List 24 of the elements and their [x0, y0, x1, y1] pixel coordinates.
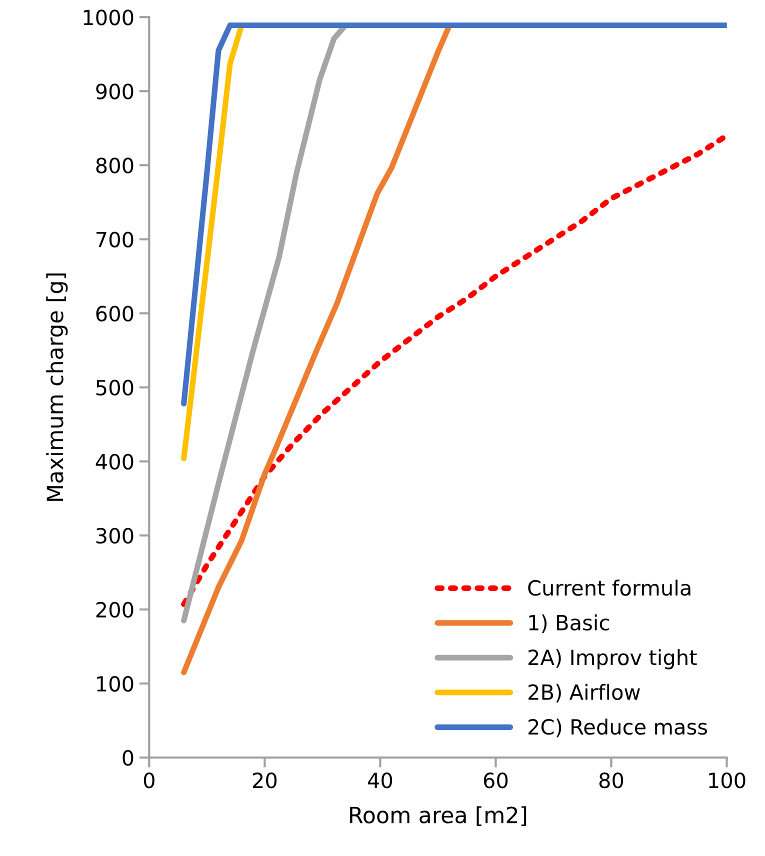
legend-label: Current formula: [528, 580, 690, 596]
y-tick-label: 400: [96, 454, 134, 470]
y-tick-label: 300: [96, 528, 134, 544]
legend-label: 2A) Improv tight: [528, 649, 697, 670]
legend-label: 2B) Airflow: [528, 684, 640, 702]
x-tick-label: 20: [252, 772, 277, 788]
y-tick-label: 100: [97, 676, 134, 692]
y-tick-label: 200: [96, 602, 134, 618]
legend-label: 1) Basic: [529, 614, 609, 633]
y-tick-label: 1000: [84, 10, 134, 26]
y-tick-label: 700: [96, 232, 134, 248]
x-tick-label: 100: [709, 772, 746, 788]
y-tick-label: 800: [96, 158, 134, 174]
x-tick-label: 0: [144, 772, 154, 788]
y-tick-label: 900: [96, 84, 134, 100]
y-tick-label: 500: [96, 380, 134, 396]
y-tick-label: 600: [96, 306, 134, 322]
legend-label: 2C) Reduce mass: [528, 718, 707, 738]
x-tick-label: 80: [599, 772, 624, 788]
y-tick-label: 0: [122, 750, 134, 766]
x-axis-title: Room area [m2]: [350, 806, 526, 826]
y-axis-title: Maximum charge [g]: [46, 273, 68, 501]
x-tick-label: 60: [484, 772, 508, 788]
x-tick-label: 40: [368, 772, 392, 788]
